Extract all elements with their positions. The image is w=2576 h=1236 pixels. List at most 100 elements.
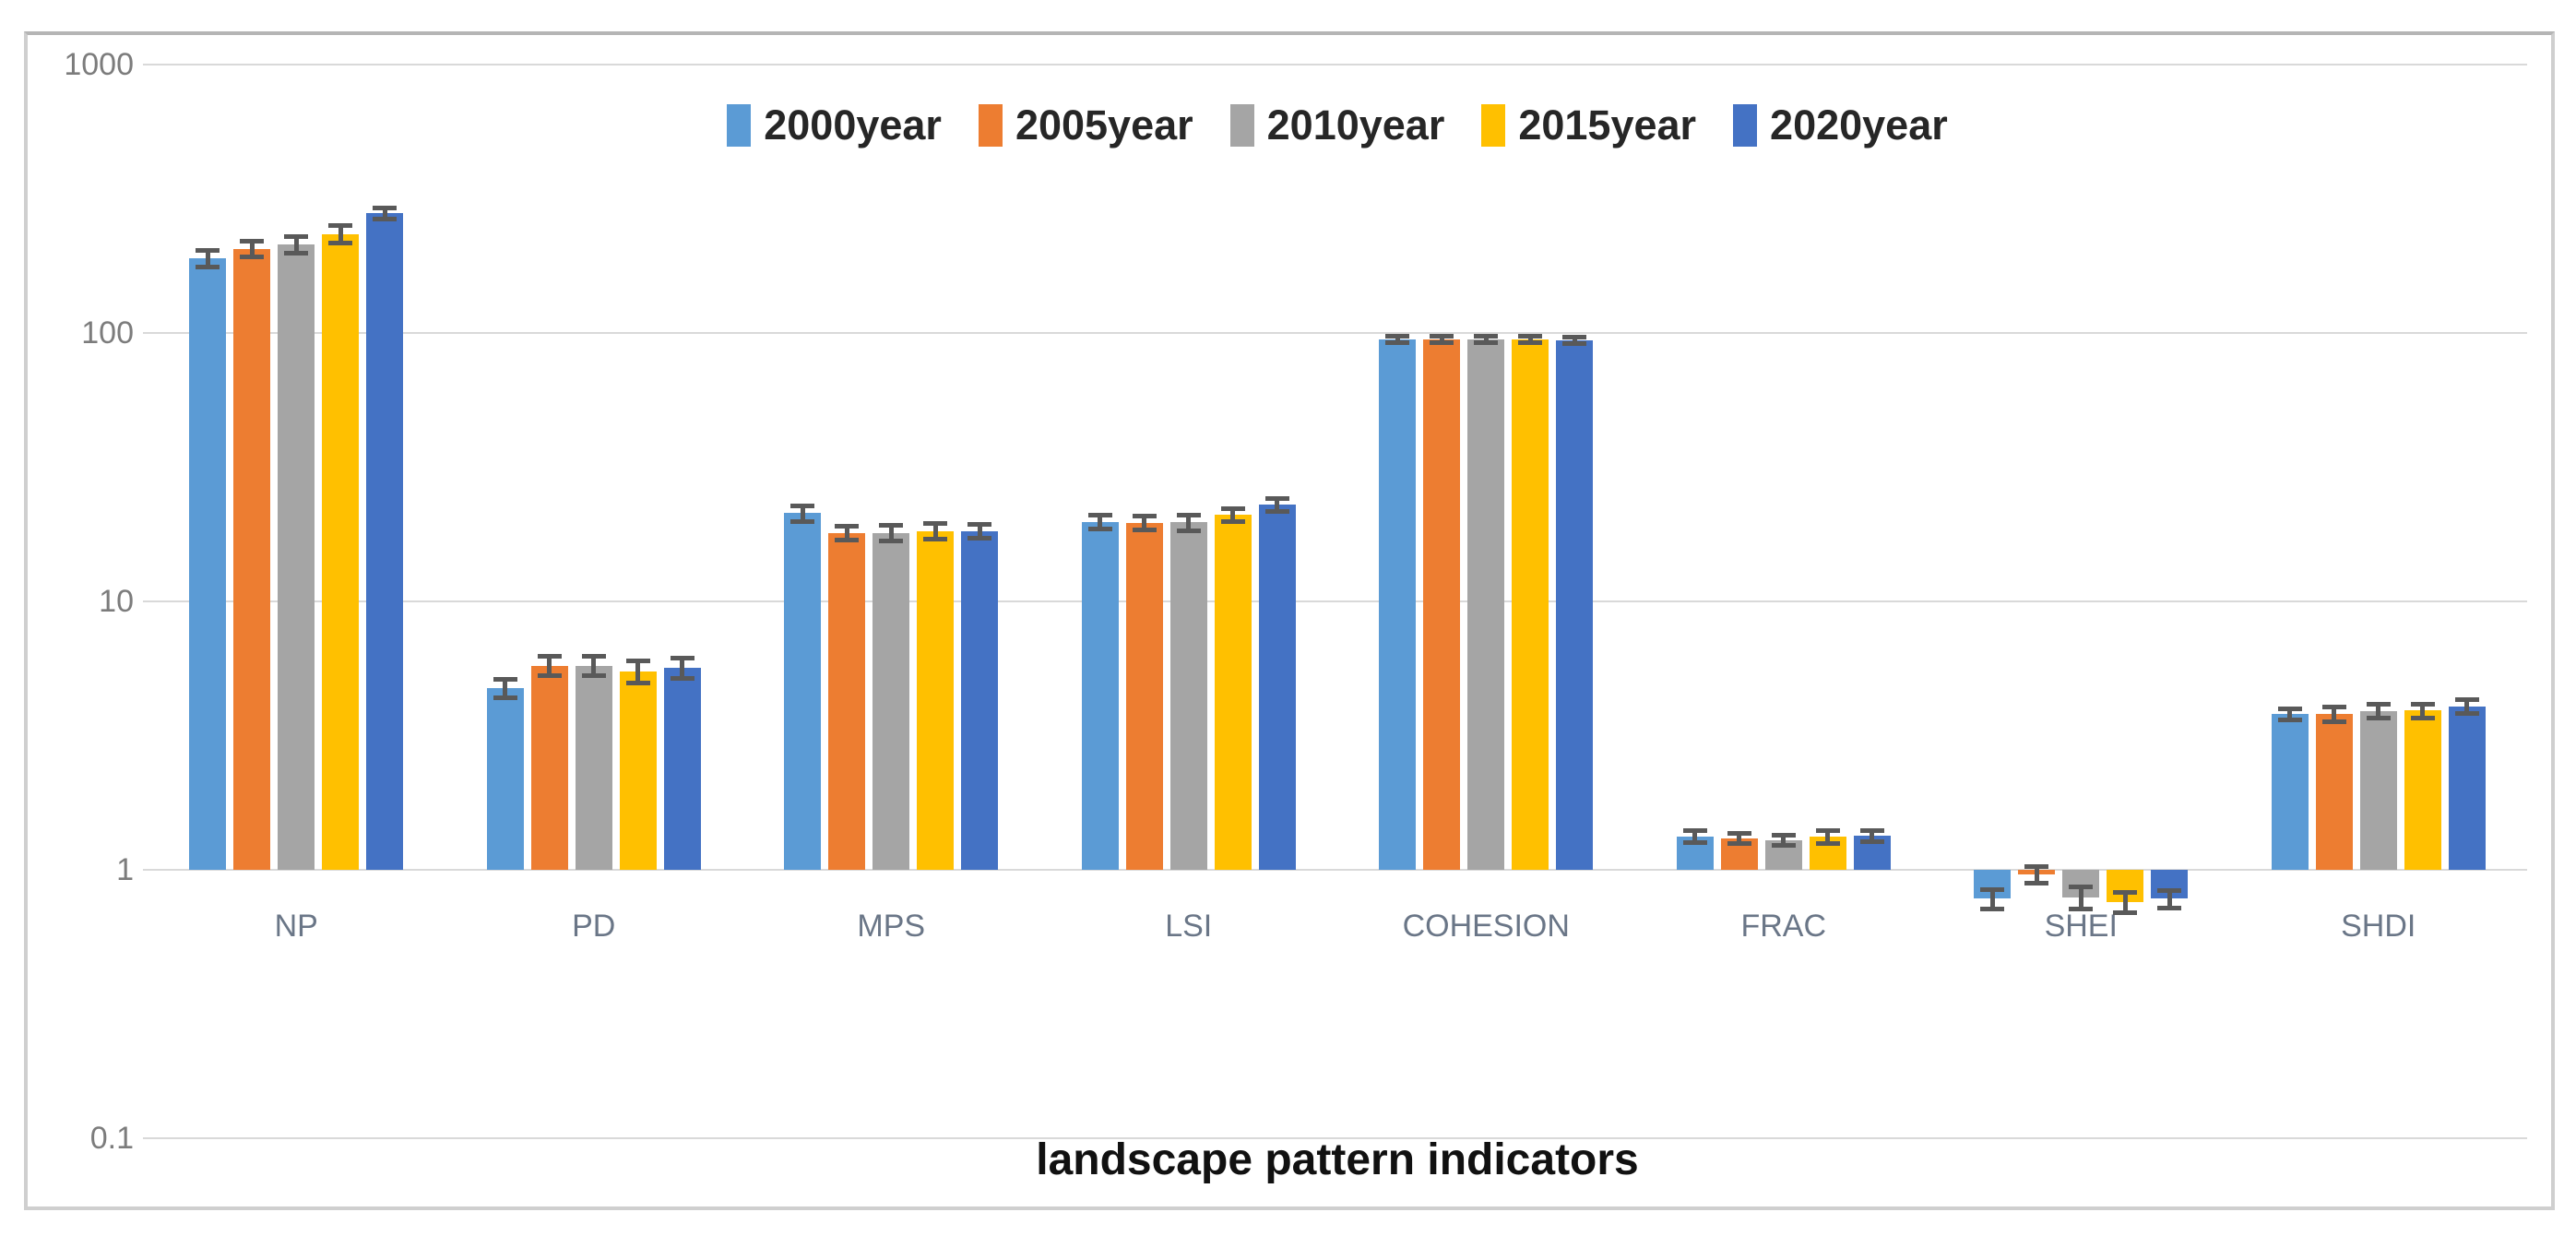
error-bar-cap-top [967,521,992,527]
error-bar [635,660,641,683]
error-bar [293,236,299,255]
error-bar [2332,707,2337,722]
bar-COHESION-2020year [1556,339,1594,870]
y-axis-tick-label: 10 [99,584,134,619]
error-bar-cap-top [2069,884,2094,889]
y-axis-tick-label: 0.1 [89,1121,134,1156]
error-bar-cap-top [923,520,948,526]
bar-COHESION-2005year [1423,339,1461,870]
error-bar [338,225,343,244]
bar-SHDI-2000year [2271,714,2309,870]
error-bar-cap-bottom [1474,340,1499,346]
error-bar-cap-top [196,247,220,253]
error-bar-cap-top [1132,514,1157,519]
legend-swatch-icon [1733,104,1758,147]
error-bar-cap-bottom [2113,909,2138,915]
legend-label: 2000year [764,101,942,149]
error-bar [1483,336,1489,344]
bar-MPS-2020year [961,530,999,870]
error-bar-cap-bottom [2410,715,2435,720]
bar-MPS-2005year [828,532,866,870]
y-axis-tick-label: 1 [116,852,134,887]
error-bar-cap-top [1562,334,1587,339]
error-bar-cap-top [670,656,694,661]
error-bar [977,523,982,540]
bar-PD-2020year [663,668,701,870]
error-bar-cap-top [1518,334,1543,339]
error-bar-cap-bottom [581,673,606,679]
legend-swatch-icon [978,104,1003,147]
bar-LSI-2015year [1214,515,1252,870]
bar-PD-2010year [575,665,612,870]
error-bar-cap-top [2321,705,2346,710]
x-axis-title: landscape pattern indicators [1036,1135,1639,1184]
error-bar-cap-bottom [879,539,904,544]
bar-PD-2005year [530,665,568,870]
error-bar-cap-bottom [2157,905,2182,910]
error-bar [1572,336,1577,344]
legend-label: 2020year [1770,101,1948,149]
error-bar [1230,507,1236,523]
error-bar-cap-top [1815,827,1840,833]
error-bar-cap-top [2366,702,2391,707]
error-bar-cap-top [1087,512,1112,517]
error-bar-cap-bottom [1518,340,1543,346]
legend-item-2000year: 2000year [727,101,942,149]
error-bar-cap-bottom [284,251,309,256]
error-bar-cap-bottom [1264,509,1289,515]
legend-label: 2010year [1266,101,1445,149]
error-bar-cap-bottom [670,675,694,681]
error-bar [680,658,685,679]
y-gridline [143,600,2527,602]
error-bar [1142,516,1147,530]
error-bar-cap-bottom [196,264,220,269]
bar-MPS-2000year [784,513,822,870]
bar-COHESION-2015year [1512,339,1549,870]
x-category-label: MPS [857,909,926,944]
error-bar [1395,336,1400,344]
error-bar-cap-bottom [967,536,992,541]
error-bar-cap-bottom [2024,880,2049,885]
error-bar-cap-bottom [2069,907,2094,912]
error-bar-cap-bottom [1176,528,1201,533]
error-bar-cap-top [1474,334,1499,339]
error-bar-cap-bottom [493,695,517,701]
error-bar-cap-top [625,658,650,663]
error-bar-cap-bottom [1682,839,1707,845]
legend-swatch-icon [1229,104,1254,147]
legend-swatch-icon [727,104,752,147]
chart-legend: 2000year 2005year 2010year 2015year 2020year [148,101,2527,149]
error-bar-cap-top [2454,697,2479,703]
error-bar [1527,336,1533,344]
error-bar-cap-top [1771,833,1796,838]
error-bar-cap-bottom [1562,340,1587,346]
bar-PD-2015year [619,671,657,870]
error-bar [1098,514,1103,530]
error-bar-cap-top [1220,505,1245,511]
bar-SHDI-2010year [2359,711,2397,870]
error-bar-cap-top [328,223,353,229]
error-bar-cap-top [1264,495,1289,501]
error-bar [249,241,255,257]
bar-SHDI-2015year [2404,710,2441,870]
error-bar [2122,891,2128,913]
bar-MPS-2010year [873,532,910,870]
error-bar-cap-bottom [923,536,948,541]
bar-NP-2005year [233,248,271,870]
x-category-label: FRAC [1740,909,1827,944]
error-bar [1870,829,1875,842]
bar-LSI-2000year [1081,521,1119,870]
error-bar-cap-top [2024,864,2049,870]
error-bar-cap-top [493,676,517,682]
bar-LSI-2010year [1169,522,1207,870]
bar-PD-2000year [486,688,524,870]
error-bar [844,525,849,541]
error-bar-cap-top [2113,889,2138,895]
error-bar-cap-top [284,234,309,240]
error-bar [2420,703,2426,719]
error-bar-cap-bottom [537,673,562,679]
error-bar-cap-top [879,522,904,528]
bar-SHDI-2020year [2448,706,2486,870]
bar-LSI-2005year [1125,522,1163,870]
bar-COHESION-2000year [1379,339,1417,870]
